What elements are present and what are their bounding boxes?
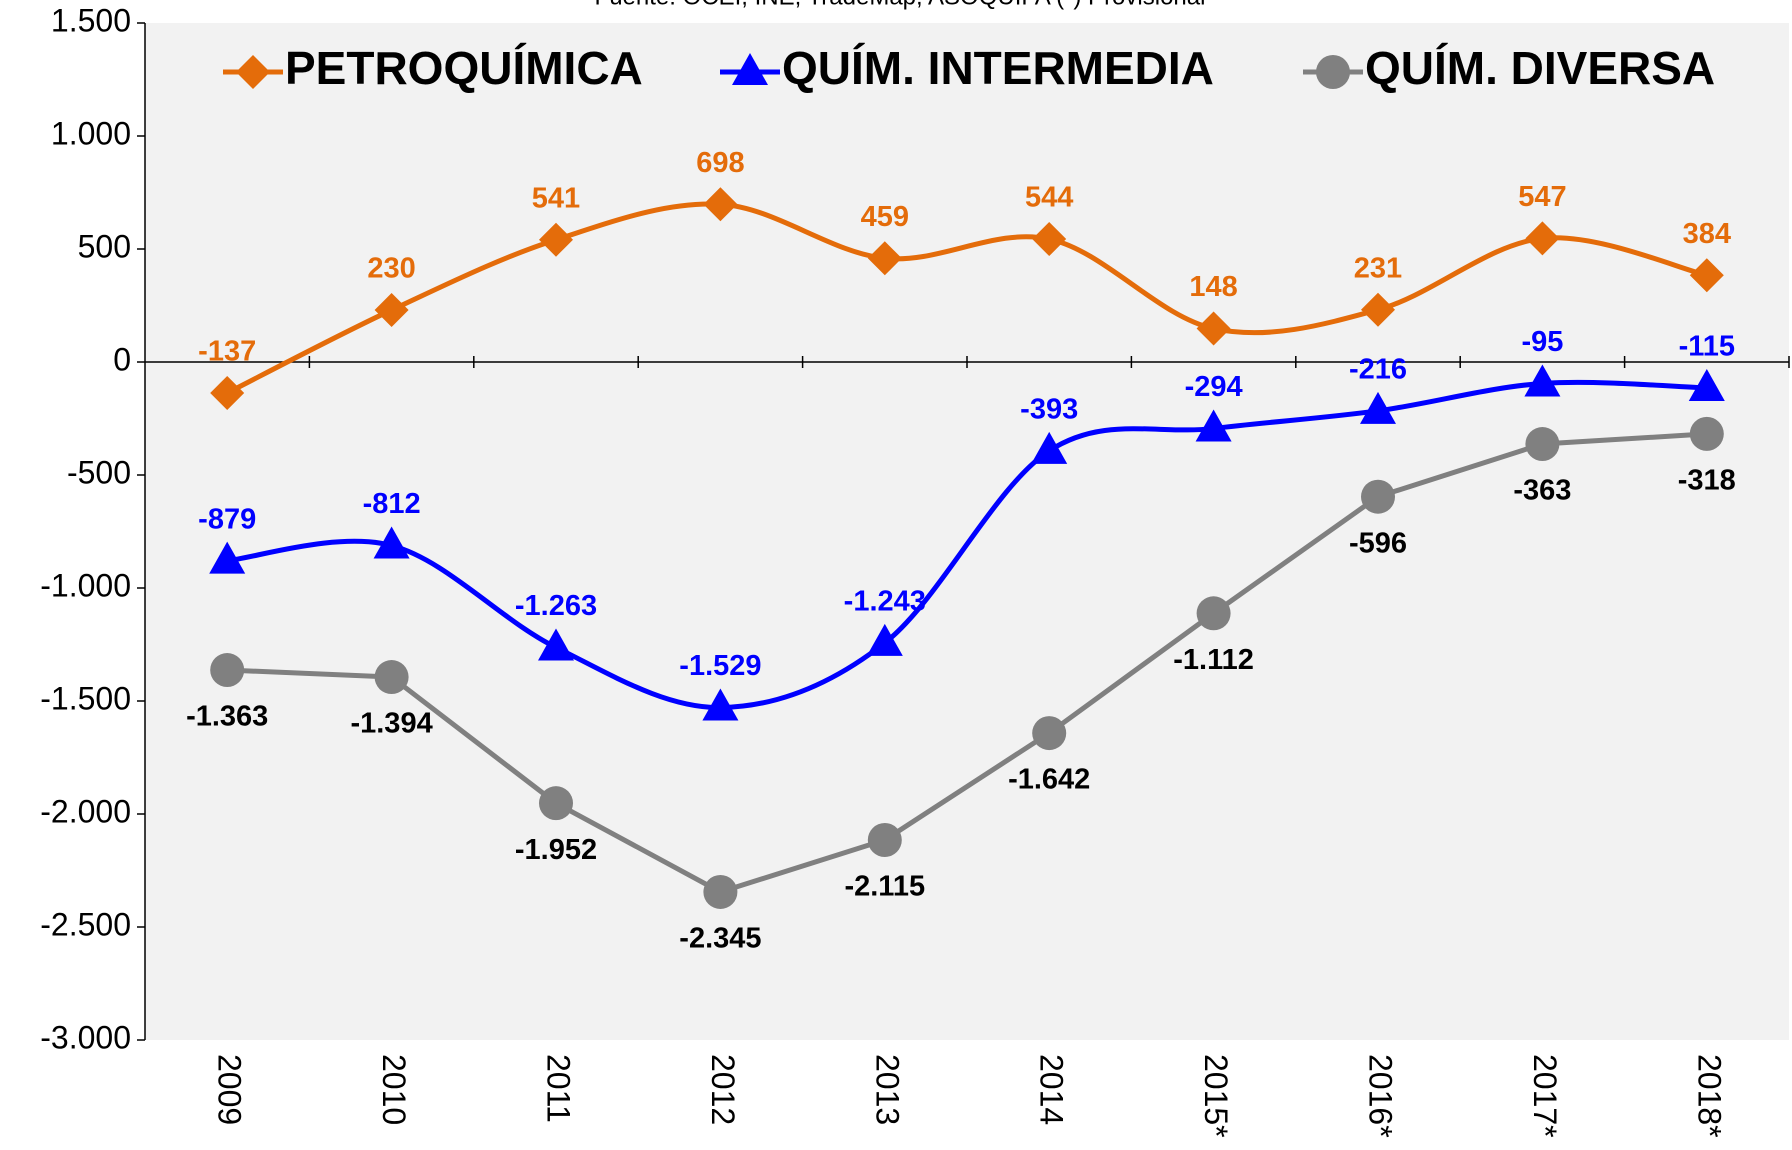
data-point xyxy=(1196,596,1231,631)
data-label: -2.115 xyxy=(844,871,925,903)
data-point xyxy=(1360,391,1396,424)
data-point xyxy=(1525,427,1560,462)
legend-marker xyxy=(236,55,270,89)
data-label: -1.243 xyxy=(844,586,926,618)
legend-marker xyxy=(1316,55,1350,89)
data-point xyxy=(1195,409,1232,442)
y-tick-label: -3.000 xyxy=(40,1019,131,1055)
y-tick-label: -500 xyxy=(67,454,131,490)
data-label: 384 xyxy=(1683,218,1731,250)
data-point xyxy=(210,375,245,410)
data-point xyxy=(538,628,574,661)
data-point xyxy=(1196,311,1231,346)
data-label: -1.952 xyxy=(515,834,597,866)
source-note: Fuente: OCEI, INE, TradeMap, ASOQUIFA (*… xyxy=(595,0,1206,10)
data-label: 231 xyxy=(1354,252,1402,284)
data-point xyxy=(1032,716,1067,751)
data-label: 541 xyxy=(532,182,580,214)
data-label: -294 xyxy=(1185,371,1243,403)
x-tick-label: 2014 xyxy=(1034,1054,1070,1125)
x-tick-label: 2015* xyxy=(1198,1054,1234,1138)
data-label: -812 xyxy=(363,488,421,520)
data-point xyxy=(703,874,738,909)
data-label: -137 xyxy=(198,336,256,368)
x-tick-label: 2010 xyxy=(376,1054,412,1125)
y-tick-label: -1.000 xyxy=(40,567,131,603)
data-point xyxy=(374,660,409,695)
x-tick-label: 2012 xyxy=(705,1054,741,1125)
data-point xyxy=(374,293,409,328)
y-tick-label: -2.500 xyxy=(40,906,131,942)
data-point xyxy=(1688,368,1725,401)
data-point xyxy=(1689,258,1724,293)
data-point xyxy=(539,222,573,257)
data-point xyxy=(1361,479,1395,514)
x-tick-label: 2016* xyxy=(1363,1054,1399,1138)
data-label: -2.345 xyxy=(679,923,761,955)
data-label: -363 xyxy=(1513,475,1571,507)
legend-label: QUÍM. INTERMEDIA xyxy=(782,42,1214,94)
data-label: -879 xyxy=(198,503,256,535)
data-label: -596 xyxy=(1349,527,1407,559)
x-tick-label: 2018* xyxy=(1691,1054,1727,1138)
data-point xyxy=(866,623,903,656)
data-point xyxy=(1689,416,1724,451)
data-label: -1.263 xyxy=(515,590,597,622)
y-tick-label: 1.500 xyxy=(51,2,131,38)
data-label: 459 xyxy=(861,201,909,233)
x-tick-label: 2011 xyxy=(541,1054,577,1123)
data-label: -1.529 xyxy=(679,650,761,682)
data-point xyxy=(867,822,902,857)
data-point xyxy=(539,786,573,821)
y-tick-label: -1.500 xyxy=(40,680,131,716)
plot-area xyxy=(145,23,1789,1040)
data-label: -1.394 xyxy=(350,708,432,740)
y-tick-label: 1.000 xyxy=(51,115,131,151)
series-line xyxy=(227,431,1707,895)
data-label: 698 xyxy=(696,147,744,179)
x-tick-label: 2009 xyxy=(212,1054,248,1125)
data-label: -216 xyxy=(1349,353,1407,385)
data-label: 148 xyxy=(1189,271,1237,303)
data-point xyxy=(1361,292,1395,327)
data-label: -1.642 xyxy=(1008,764,1090,796)
y-tick-label: 0 xyxy=(113,341,131,377)
legend-marker xyxy=(732,53,768,85)
data-point xyxy=(373,526,410,559)
legend-label: QUÍM. DIVERSA xyxy=(1365,42,1715,94)
data-label: -115 xyxy=(1679,331,1735,363)
x-tick-label: 2017* xyxy=(1527,1054,1563,1138)
data-label: 547 xyxy=(1518,181,1566,213)
legend-label: PETROQUÍMICA xyxy=(285,42,643,94)
series-line xyxy=(226,379,1707,711)
x-tick-label: 2013 xyxy=(869,1054,905,1125)
y-tick-label: -2.000 xyxy=(40,793,131,829)
data-label: 544 xyxy=(1025,182,1073,214)
data-label: 230 xyxy=(367,253,415,285)
y-tick-label: 500 xyxy=(78,228,131,264)
data-point xyxy=(867,241,902,276)
data-point xyxy=(1524,364,1561,397)
data-point xyxy=(1525,221,1560,256)
data-point xyxy=(1031,431,1068,464)
data-point xyxy=(1032,222,1067,257)
data-point xyxy=(210,653,245,688)
data-label: -1.112 xyxy=(1173,644,1254,676)
data-label: -393 xyxy=(1020,393,1078,425)
data-point xyxy=(703,187,738,222)
series-line xyxy=(226,201,1708,396)
data-label: -1.363 xyxy=(186,701,268,733)
data-point xyxy=(209,541,246,574)
data-point xyxy=(702,688,739,721)
data-label: -95 xyxy=(1521,326,1563,358)
data-label: -318 xyxy=(1678,465,1736,497)
